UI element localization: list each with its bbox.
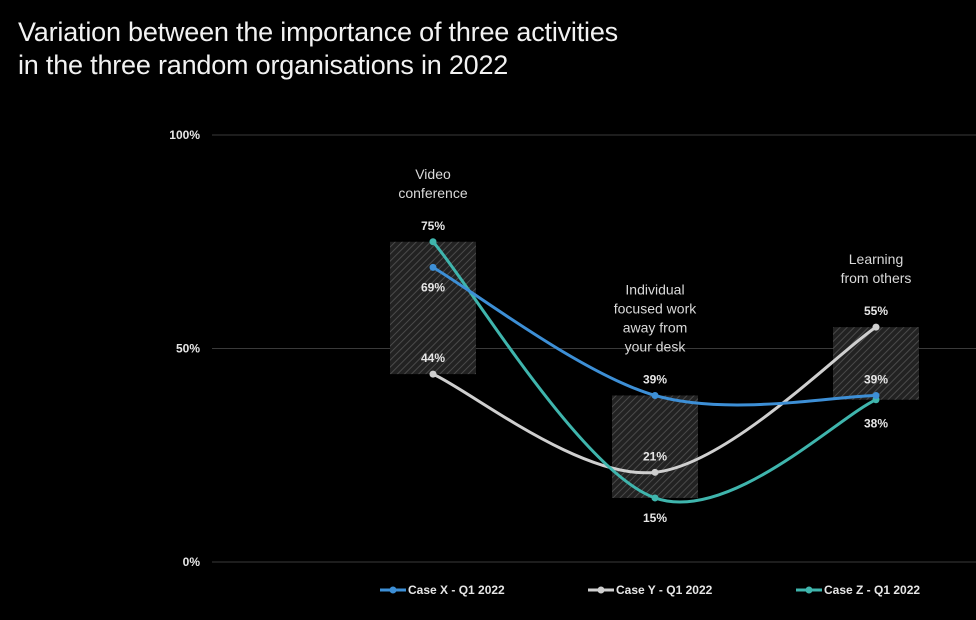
data-label: 69% <box>421 280 445 294</box>
data-point <box>872 391 880 399</box>
data-label: 55% <box>864 304 888 318</box>
data-point <box>872 323 880 331</box>
legend-marker <box>597 586 605 594</box>
data-point <box>429 238 437 246</box>
range-box <box>390 241 476 375</box>
range-box <box>833 327 919 400</box>
data-label: 21% <box>643 449 667 463</box>
legend-label: Case Z - Q1 2022 <box>824 583 920 597</box>
category-label: conference <box>398 185 467 201</box>
category-label: your desk <box>625 338 687 354</box>
y-tick-label: 50% <box>176 342 200 356</box>
legend-label: Case X - Q1 2022 <box>408 583 505 597</box>
category-label: away from <box>623 319 688 335</box>
legend-marker <box>389 586 397 594</box>
data-point <box>651 391 659 399</box>
category-label: Video <box>415 166 451 182</box>
category-label: Learning <box>849 251 904 267</box>
data-label: 44% <box>421 351 445 365</box>
chart-title-line-2: in the three random organisations in 202… <box>18 50 509 80</box>
data-point <box>651 468 659 476</box>
legend-label: Case Y - Q1 2022 <box>616 583 713 597</box>
data-label: 75% <box>421 219 445 233</box>
category-label: Individual <box>625 281 684 297</box>
category-label: focused work <box>614 300 697 316</box>
y-tick-label: 100% <box>169 128 200 142</box>
data-point <box>429 263 437 271</box>
data-point <box>651 494 659 502</box>
y-tick-label: 0% <box>183 555 201 569</box>
chart-title: Variation between the importance of thre… <box>18 16 618 82</box>
data-label: 15% <box>643 511 667 525</box>
data-label: 39% <box>864 372 888 386</box>
data-label: 39% <box>643 372 667 386</box>
data-point <box>429 370 437 378</box>
data-label: 38% <box>864 417 888 431</box>
chart-title-line-1: Variation between the importance of thre… <box>18 17 618 47</box>
range-box <box>612 395 698 498</box>
category-label: from others <box>841 270 912 286</box>
legend-marker <box>805 586 813 594</box>
